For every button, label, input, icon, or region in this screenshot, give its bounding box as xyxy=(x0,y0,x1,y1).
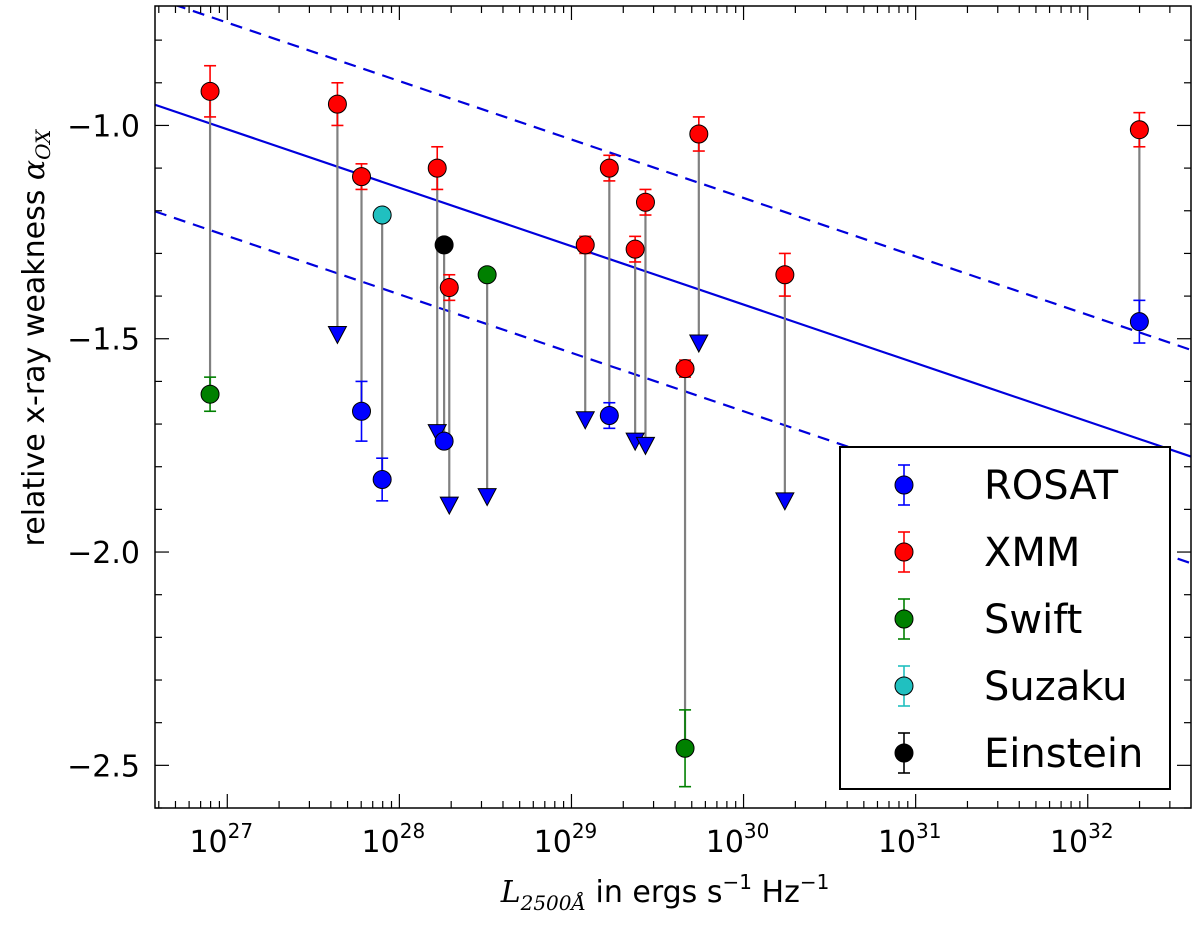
upper-limit-marker xyxy=(688,334,709,354)
data-point-xmm xyxy=(575,235,595,255)
x-tick-label: 1030 xyxy=(706,819,770,860)
x-tick-base: 10 xyxy=(1050,825,1088,860)
x-tick-base: 10 xyxy=(189,825,227,860)
x-axis-label-main: L xyxy=(500,875,521,910)
legend-label-swift: Swift xyxy=(984,597,1082,643)
data-point-xmm xyxy=(200,81,220,101)
x-tick-label: 1029 xyxy=(534,819,598,860)
axes: 1027 1028 1029 1030 1031 1032−1.0−1.5−2.0−2.5 xyxy=(67,5,1192,860)
x-axis-label-hz: Hz xyxy=(752,875,800,910)
x-tick-exponent: 30 xyxy=(744,819,769,843)
legend-label-xmm: XMM xyxy=(984,530,1080,576)
data-point-rosat xyxy=(1129,312,1149,332)
x-axis-label-exp1: −1 xyxy=(722,870,751,894)
x-tick-base: 10 xyxy=(362,825,400,860)
data-point-xmm xyxy=(427,158,447,178)
upper-limit-marker xyxy=(775,492,795,511)
data-point-xmm xyxy=(635,192,655,212)
y-axis-label-text: relative x-ray weakness xyxy=(17,180,52,546)
data-point-rosat xyxy=(372,470,392,490)
y-axis-label-subscript: OX xyxy=(31,129,55,160)
upper-limit-marker xyxy=(575,411,596,430)
data-point-rosat xyxy=(599,406,619,426)
legend-label-rosat: ROSAT xyxy=(984,463,1119,509)
legend: ROSAT XMM Swift Suzaku Einstein xyxy=(839,446,1171,790)
x-tick-base: 10 xyxy=(534,825,572,860)
legend-label-einstein: Einstein xyxy=(984,731,1143,777)
x-tick-base: 10 xyxy=(878,825,916,860)
upper-limit-marker xyxy=(477,488,497,507)
x-tick-base: 10 xyxy=(706,825,744,860)
y-tick-label: −2.0 xyxy=(67,536,140,571)
data-point-xmm xyxy=(352,167,372,187)
data-point-xmm xyxy=(625,239,645,259)
legend-marker-einstein xyxy=(894,743,914,763)
x-tick-label: 1027 xyxy=(189,819,253,860)
legend-marker-swift xyxy=(894,609,914,629)
data-point-xmm xyxy=(599,158,619,178)
connector-lines xyxy=(208,91,1141,749)
x-tick-exponent: 29 xyxy=(572,819,597,843)
x-axis-label-subscript: 2500Å xyxy=(520,890,586,915)
y-axis-label-symbol: α xyxy=(17,160,52,180)
upper-limit-marker xyxy=(635,436,656,456)
legend-marker-xmm xyxy=(894,542,914,562)
data-point-swift xyxy=(200,384,220,404)
data-point-swift xyxy=(477,265,497,285)
x-axis-label-exp2: −1 xyxy=(800,870,829,894)
data-point-xmm xyxy=(439,278,459,298)
data-point-xmm xyxy=(775,265,795,285)
y-tick-label: −1.5 xyxy=(67,323,140,358)
x-tick-exponent: 32 xyxy=(1088,819,1113,843)
data-points xyxy=(200,64,1149,788)
data-point-rosat xyxy=(434,431,454,451)
fit-line-solid xyxy=(155,103,1191,458)
data-point-einstein xyxy=(434,235,454,255)
data-point-xmm xyxy=(689,124,709,144)
x-axis-label: L2500Å in ergs s−1 Hz−1 xyxy=(500,870,830,915)
x-tick-exponent: 27 xyxy=(228,819,253,843)
x-tick-label: 1028 xyxy=(362,819,426,860)
x-axis-label-rest: in ergs s xyxy=(586,875,723,910)
legend-label-suzaku: Suzaku xyxy=(984,664,1128,710)
data-point-xmm xyxy=(675,359,695,379)
y-tick-label: −1.0 xyxy=(67,109,140,144)
fit-line-dashed-upper xyxy=(174,6,1191,351)
data-point-xmm xyxy=(327,94,347,114)
legend-marker-rosat xyxy=(894,475,914,495)
x-tick-exponent: 28 xyxy=(400,819,425,843)
x-tick-label: 1032 xyxy=(1050,819,1114,860)
legend-marker-suzaku xyxy=(894,676,914,696)
x-tick-exponent: 31 xyxy=(916,819,941,843)
y-axis-label: relative x-ray weakness αOX xyxy=(17,129,55,547)
data-point-swift xyxy=(675,738,695,758)
data-point-xmm xyxy=(1129,120,1149,140)
upper-limit-marker xyxy=(439,496,460,516)
upper-limit-marker xyxy=(327,325,348,345)
plot-frame xyxy=(154,5,1192,809)
x-tick-label: 1031 xyxy=(878,819,942,860)
data-point-suzaku xyxy=(372,205,392,225)
data-point-rosat xyxy=(352,401,372,421)
y-tick-label: −2.5 xyxy=(67,749,140,784)
